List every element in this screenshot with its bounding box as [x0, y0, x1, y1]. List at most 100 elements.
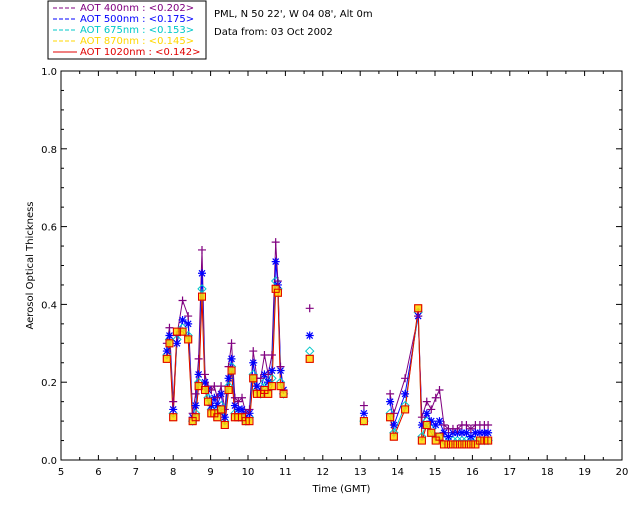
y-tick-label: 0.4: [41, 300, 57, 311]
data-point: [427, 417, 436, 426]
data-point-fill: [387, 414, 394, 421]
x-tick-label: 15: [429, 467, 442, 478]
data-point: [249, 347, 258, 356]
data-point: [359, 417, 368, 426]
data-point: [305, 331, 314, 340]
data-point: [234, 397, 243, 406]
data-point: [401, 389, 410, 398]
x-tick-label: 5: [58, 467, 64, 478]
data-point: [249, 374, 258, 383]
data-point-fill: [221, 421, 228, 428]
legend-entry: AOT 870nm : <0.145>: [80, 36, 194, 47]
series-markers-1: [162, 238, 493, 433]
data-point: [217, 405, 226, 414]
data-point: [439, 428, 448, 437]
data-point: [200, 385, 209, 394]
data-point: [184, 312, 193, 321]
data-point: [386, 397, 395, 406]
x-tick-label: 19: [578, 467, 591, 478]
data-point-fill: [268, 383, 275, 390]
data-point: [230, 401, 239, 410]
data-point-fill: [428, 429, 435, 436]
data-point: [165, 323, 174, 332]
data-point-fill: [449, 441, 456, 448]
data-point: [401, 405, 410, 414]
data-point: [475, 436, 484, 445]
data-point: [444, 440, 453, 449]
data-point: [260, 350, 269, 359]
data-point: [245, 405, 254, 414]
data-point-fill: [173, 328, 180, 335]
data-point: [271, 257, 280, 266]
data-point-fill: [201, 386, 208, 393]
data-point: [238, 393, 247, 402]
data-point-fill: [225, 386, 232, 393]
data-point: [462, 420, 471, 429]
data-point: [194, 354, 203, 363]
data-point-fill: [440, 441, 447, 448]
data-point-fill: [306, 355, 313, 362]
data-point: [389, 432, 398, 441]
y-tick-label: 0.8: [41, 145, 57, 156]
data-point-fill: [415, 305, 422, 312]
data-point: [238, 405, 247, 414]
data-point: [484, 428, 493, 437]
date-info-text: Data from: 03 Oct 2002: [214, 27, 333, 38]
data-point-fill: [458, 441, 465, 448]
x-axis: 5 6 7 8 9 10 11 12 13 14 15 16 17 18 19 20: [58, 71, 628, 478]
data-point: [172, 327, 181, 336]
data-point: [169, 413, 178, 422]
data-point: [249, 358, 258, 367]
x-tick-label: 7: [133, 467, 139, 478]
data-point-fill: [454, 441, 461, 448]
series-markers-3: [162, 276, 493, 450]
data-point: [462, 428, 471, 437]
data-point: [178, 296, 187, 305]
x-tick-label: 10: [242, 467, 255, 478]
data-point-fill: [445, 441, 452, 448]
data-point-fill: [195, 383, 202, 390]
series-layer: [162, 238, 493, 450]
data-point: [178, 315, 187, 324]
data-point: [386, 413, 395, 422]
data-point: [197, 245, 206, 254]
data-point: [200, 370, 209, 379]
data-point-fill: [476, 437, 483, 444]
data-point: [162, 347, 171, 356]
data-point: [245, 417, 254, 426]
data-point: [466, 440, 475, 449]
data-point: [267, 350, 276, 359]
data-point: [435, 385, 444, 394]
data-point-fill: [163, 355, 170, 362]
data-point: [453, 440, 462, 449]
data-point-fill: [280, 390, 287, 397]
data-point: [213, 413, 222, 422]
data-point: [422, 420, 431, 429]
data-point: [210, 382, 219, 391]
data-point: [435, 432, 444, 441]
y-axis: 0.0 0.2 0.4 0.6 0.8 1.0: [41, 67, 622, 467]
data-point: [386, 389, 395, 398]
data-point: [273, 277, 282, 286]
data-point: [457, 428, 466, 437]
data-point: [466, 432, 475, 441]
legend: AOT 400nm : <0.202>AOT 500nm : <0.175>AO…: [47, 0, 207, 60]
x-tick-label: 6: [95, 467, 101, 478]
data-point: [267, 366, 276, 375]
data-point: [220, 420, 229, 429]
data-point-fill: [166, 340, 173, 347]
x-tick-label: 16: [466, 467, 479, 478]
y-tick-label: 0.6: [41, 223, 57, 234]
data-point: [276, 362, 285, 371]
data-point: [427, 405, 436, 414]
data-point: [466, 424, 475, 433]
data-point: [422, 409, 431, 418]
data-point-fill: [277, 383, 284, 390]
data-point: [184, 335, 193, 344]
data-point: [256, 374, 265, 383]
data-point: [422, 397, 431, 406]
data-point: [448, 440, 457, 449]
data-point: [484, 420, 493, 429]
data-point: [191, 389, 200, 398]
data-point-fill: [463, 441, 470, 448]
